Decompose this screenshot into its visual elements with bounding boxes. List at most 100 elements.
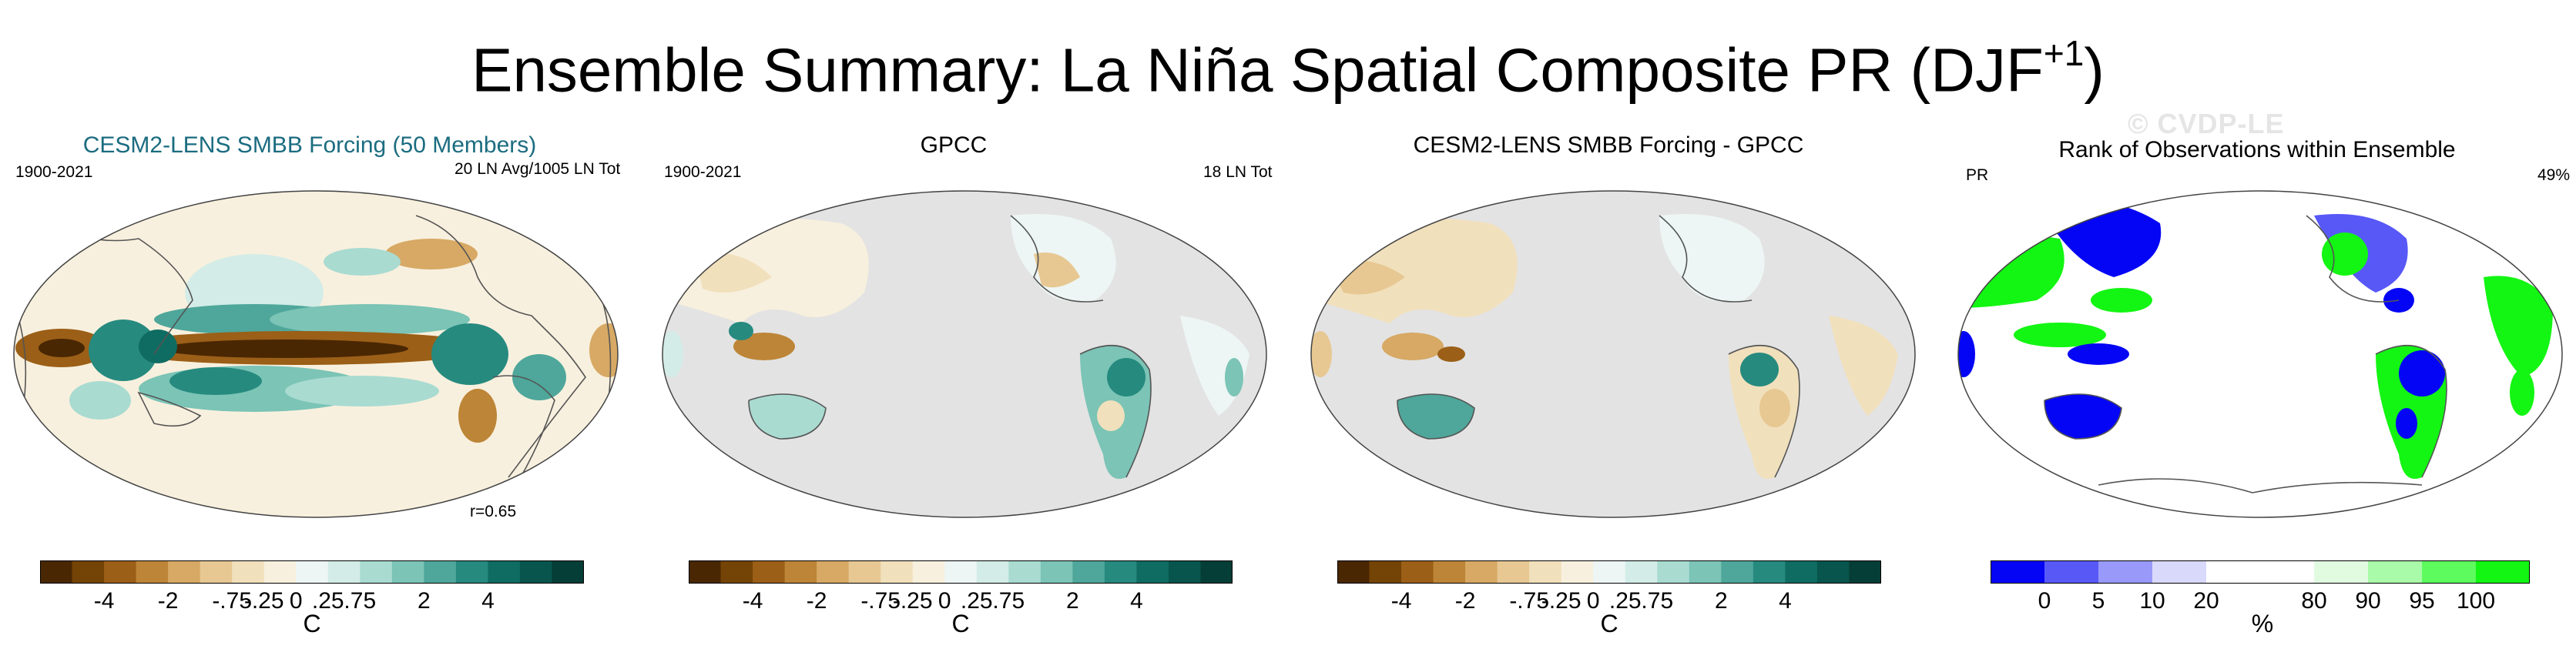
colorbar-tick-label: 2 — [1066, 588, 1079, 614]
colorbar-border — [1337, 560, 1881, 584]
colorbar-unit: C — [951, 610, 970, 637]
colorbar-tick-label: -2 — [806, 588, 827, 614]
colorbar-swatch — [104, 560, 137, 584]
colorbar-swatch — [817, 560, 850, 584]
colorbar-swatch — [1721, 560, 1754, 584]
colorbar-swatch — [488, 560, 521, 584]
colorbar-swatch — [1369, 560, 1402, 584]
colorbar-tick-label: -.75 — [860, 588, 901, 614]
colorbar-swatch — [1072, 560, 1105, 584]
colorbar-tick-label: .25 — [1608, 588, 1642, 614]
colorbar-tick-label: -.25 — [892, 588, 933, 614]
colorbar-tick-label: 0 — [937, 588, 951, 614]
colorbar-swatch — [391, 560, 424, 584]
colorbar-tick-label: -.25 — [243, 588, 284, 614]
colorbar-border — [40, 560, 584, 584]
colorbar-swatch — [72, 560, 105, 584]
colorbar-swatch — [976, 560, 1009, 584]
map-observations — [662, 190, 1267, 518]
precip-anomaly-field — [15, 239, 618, 443]
colorbar-tick-label: 0 — [2038, 588, 2051, 614]
colorbar-swatch — [2368, 560, 2423, 584]
colorbar-tick-label: -.75 — [212, 588, 253, 614]
colorbar-tick-label: 4 — [481, 588, 495, 614]
colorbar-swatch — [1200, 560, 1233, 584]
colorbar-tick-label: 80 — [2301, 588, 2327, 614]
colorbar-swatch — [2152, 560, 2207, 584]
colorbar-swatch — [327, 560, 361, 584]
colorbar-swatch — [753, 560, 786, 584]
colorbar-swatch — [912, 560, 945, 584]
colorbar-tick-label: 5 — [2091, 588, 2105, 614]
colorbar-swatch — [2044, 560, 2099, 584]
colorbar-swatch — [1753, 560, 1786, 584]
colorbar-tick-label: 95 — [2409, 588, 2435, 614]
colorbar-swatch — [1465, 560, 1498, 584]
period-label: 1900-2021 — [664, 163, 742, 181]
colorbar-tick-label: 4 — [1130, 588, 1143, 614]
count-label: 18 LN Tot — [1203, 163, 1273, 181]
coastlines — [748, 215, 1152, 478]
colorbar-swatch — [1529, 560, 1562, 584]
colorbar-tick-label: .75 — [992, 588, 1025, 614]
panel-title: GPCC — [920, 132, 988, 158]
colorbar-swatch — [1593, 560, 1626, 584]
panel-model-composite: CESM2-LENS SMBB Forcing (50 Members) 190… — [0, 123, 632, 637]
rank-percent-label: 49% — [2537, 166, 2571, 184]
colorbar-swatch — [296, 560, 329, 584]
colorbar-tick-label: 10 — [2139, 588, 2165, 614]
colorbar-swatch — [168, 560, 201, 584]
map-rank — [1957, 190, 2563, 518]
colorbar-swatch — [784, 560, 817, 584]
colorbar-swatch — [1337, 560, 1370, 584]
colorbar-swatch — [689, 560, 722, 584]
colorbar-tick-label: 20 — [2193, 588, 2219, 614]
map-model-composite — [13, 190, 619, 518]
title-superscript: +1 — [2043, 33, 2085, 73]
colorbar-swatch — [720, 560, 753, 584]
colorbar-swatch — [1689, 560, 1722, 584]
colorbar-swatch — [40, 560, 73, 584]
colorbar-tick-label: 100 — [2456, 588, 2496, 614]
colorbar-swatch — [1136, 560, 1169, 584]
colorbar-tick-label: -4 — [1390, 588, 1412, 614]
colorbar-tick-label: -2 — [157, 588, 179, 614]
colorbar-swatch — [1401, 560, 1434, 584]
correlation-label: r=0.65 — [470, 503, 517, 520]
colorbar-swatch — [1785, 560, 1818, 584]
colorbar-tick-label: 4 — [1779, 588, 1792, 614]
colorbar-border — [1991, 560, 2530, 584]
colorbar-swatch — [848, 560, 881, 584]
colorbar-swatch — [1561, 560, 1594, 584]
period-label: 1900-2021 — [15, 163, 93, 181]
colorbar-tick-label: 0 — [289, 588, 303, 614]
colorbar-swatch — [1433, 560, 1466, 584]
watermark: © CVDP-LE — [2128, 108, 2285, 139]
colorbar-tick-label: 2 — [1715, 588, 1728, 614]
map-difference — [1310, 190, 1916, 518]
coastlines — [1397, 215, 1800, 478]
colorbar-swatch — [1991, 560, 2045, 584]
colorbar-unit: C — [1600, 610, 1618, 637]
count-label: 20 LN Avg/1005 LN Tot — [454, 160, 621, 178]
colorbar-swatch — [2422, 560, 2477, 584]
panel-title: CESM2-LENS SMBB Forcing (50 Members) — [82, 132, 537, 158]
colorbar-swatch — [200, 560, 233, 584]
colorbar-swatch — [552, 560, 584, 584]
colorbar-swatch — [263, 560, 297, 584]
panel-observations: GPCC 1900-2021 18 LN Tot C -4 -2 -.75 — [649, 123, 1280, 637]
colorbar-tick-label: .75 — [344, 588, 377, 614]
panel-rank: Rank of Observations within Ensemble PR … — [1944, 123, 2576, 637]
coastlines — [2044, 215, 2447, 493]
colorbar-border — [689, 560, 1233, 584]
colorbar-swatch — [1168, 560, 1201, 584]
colorbar-swatch — [2260, 560, 2315, 584]
colorbar-swatch — [2206, 560, 2261, 584]
colorbar-tick-label: 2 — [418, 588, 431, 614]
colorbar-tick-label: -.25 — [1541, 588, 1581, 614]
panel-title: Rank of Observations within Ensemble — [2058, 137, 2456, 162]
colorbar-swatch — [1657, 560, 1690, 584]
colorbar-tick-label: .75 — [1641, 588, 1674, 614]
colorbar-unit: C — [303, 610, 321, 637]
colorbar — [1337, 560, 1881, 584]
